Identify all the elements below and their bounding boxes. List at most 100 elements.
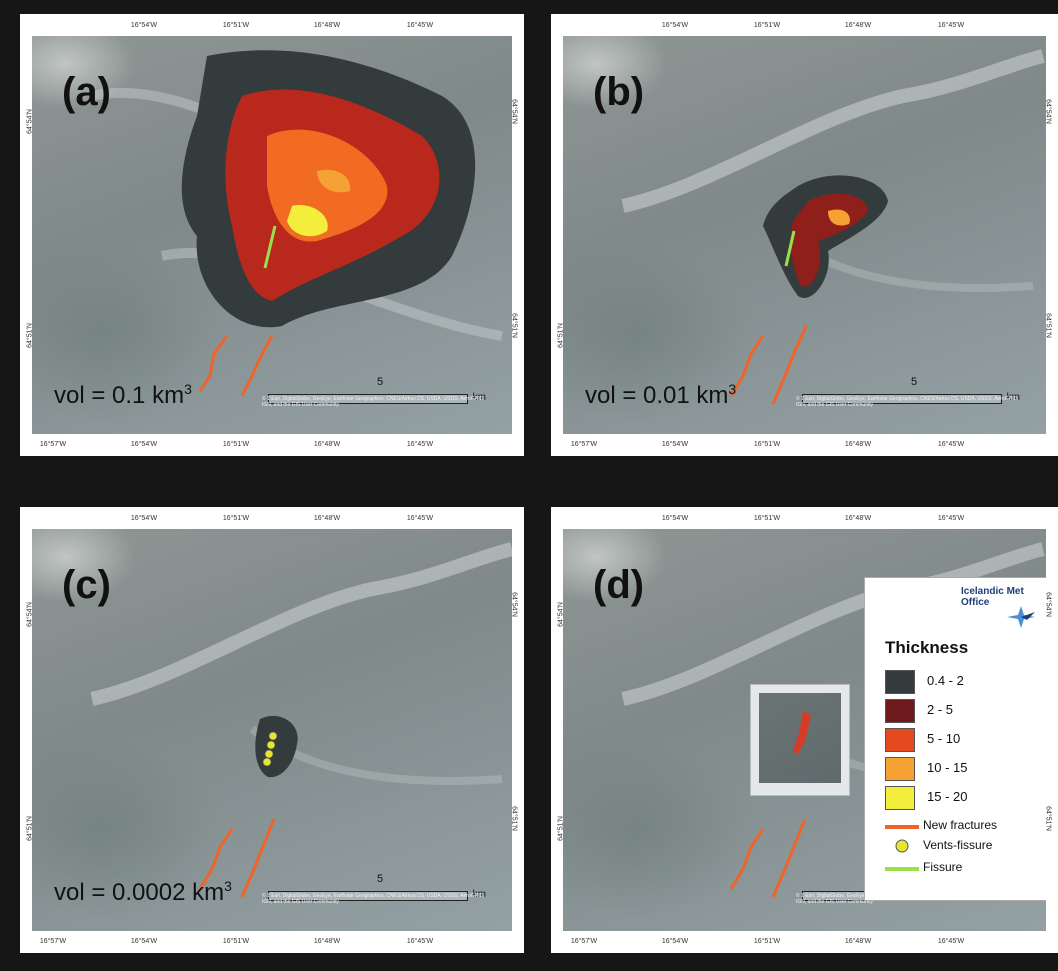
lat-tick: 64°51'N <box>1044 806 1052 831</box>
lon-tick: 16°48'W <box>313 938 341 945</box>
lon-tick: 16°54'W <box>130 441 158 448</box>
lat-tick: 64°54'N <box>26 602 34 627</box>
satellite-basemap: (b) vol = 0.01 km3 5 km © 1 Esri, Digita… <box>563 36 1046 434</box>
vent-marker <box>268 731 278 741</box>
satellite-basemap: (d) 5 km © 1 Esri, DigitalGlobe, GeoEye,… <box>563 529 1046 931</box>
fracture-line <box>240 818 276 898</box>
imo-logo-icon <box>1007 606 1035 628</box>
map-panel-b: (b) vol = 0.01 km3 5 km © 1 Esri, Digita… <box>551 14 1058 456</box>
lon-tick: 16°51'W <box>753 515 781 522</box>
volume-label: vol = 0.01 km3 <box>585 381 737 409</box>
lat-tick: 64°51'N <box>557 323 565 348</box>
lon-tick: 16°54'W <box>661 22 689 29</box>
lon-tick: 16°57'W <box>39 938 67 945</box>
legend-symbol-label: New fractures <box>923 818 998 832</box>
lat-tick: 64°51'N <box>557 816 565 841</box>
lon-tick: 16°54'W <box>661 441 689 448</box>
lon-tick: 16°48'W <box>844 441 872 448</box>
panel-label: (b) <box>593 70 645 114</box>
lon-tick: 16°45'W <box>937 441 965 448</box>
lat-tick: 64°51'N <box>26 816 34 841</box>
lon-tick: 16°51'W <box>753 938 781 945</box>
vent-marker <box>266 740 276 750</box>
volume-label: vol = 0.1 km3 <box>54 381 192 409</box>
scale-unit: km <box>472 392 486 403</box>
lat-tick: 64°54'N <box>1044 592 1052 617</box>
lon-tick: 16°54'W <box>130 515 158 522</box>
lon-tick: 16°57'W <box>39 441 67 448</box>
fissure-line <box>784 230 796 267</box>
organization-name: Icelandic Met Office <box>961 586 1024 608</box>
lon-tick: 16°48'W <box>313 441 341 448</box>
fracture-line-icon <box>885 825 919 829</box>
fracture-line <box>771 325 808 405</box>
legend-class-label: 5 - 10 <box>927 731 961 746</box>
lon-tick: 16°54'W <box>661 515 689 522</box>
lon-tick: 16°51'W <box>222 22 250 29</box>
lat-tick: 64°54'N <box>557 602 565 627</box>
volume-label: vol = 0.0002 km3 <box>54 878 232 906</box>
scale-unit: km <box>472 889 486 900</box>
inset-overview-map <box>750 684 850 796</box>
attribution: © 1 Esri, DigitalGlobe, GeoEye, Earthsta… <box>796 396 1019 408</box>
legend-swatch <box>885 786 915 810</box>
lat-tick: 64°54'N <box>510 99 518 124</box>
lon-tick: 16°57'W <box>570 441 598 448</box>
lava-flow-map-a <box>90 50 503 397</box>
legend-swatch <box>885 699 915 723</box>
lon-tick: 16°54'W <box>661 938 689 945</box>
fracture-line <box>771 818 807 898</box>
legend-heading: Thickness <box>885 638 969 657</box>
fracture-line <box>198 335 229 392</box>
lat-tick: 64°54'N <box>510 592 518 617</box>
lava-flow-map-c <box>90 542 512 898</box>
lat-tick: 64°51'N <box>510 313 518 338</box>
lon-tick: 16°45'W <box>937 515 965 522</box>
panel-label: (c) <box>62 563 111 607</box>
lava-flow-map-b <box>621 49 1045 405</box>
panel-label: (a) <box>62 70 111 114</box>
lon-tick: 16°54'W <box>130 938 158 945</box>
fracture-line <box>198 828 234 890</box>
scale-value: 5 <box>377 873 384 885</box>
lon-tick: 16°48'W <box>844 938 872 945</box>
lon-tick: 16°45'W <box>937 938 965 945</box>
legend-class-label: 10 - 15 <box>927 760 968 775</box>
map-panel-d: (d) 5 km © 1 Esri, DigitalGlobe, GeoEye,… <box>551 507 1058 953</box>
legend-class-label: 2 - 5 <box>927 702 954 717</box>
lon-tick: 16°45'W <box>406 441 434 448</box>
fracture-line <box>729 335 765 397</box>
lon-tick: 16°45'W <box>937 22 965 29</box>
legend-swatch <box>885 757 915 781</box>
fracture-line <box>729 828 765 890</box>
lat-tick: 64°54'N <box>1044 99 1052 124</box>
legend-symbol-label: Fissure <box>923 860 963 874</box>
lat-tick: 64°51'N <box>26 323 34 348</box>
map-panel-c: (c) vol = 0.0002 km3 5 km © 1 Esri, Digi… <box>20 507 524 953</box>
lon-tick: 16°48'W <box>313 515 341 522</box>
lat-tick: 64°51'N <box>510 806 518 831</box>
lon-tick: 16°48'W <box>313 22 341 29</box>
legend-symbol-label: Vents-fissure <box>923 838 993 852</box>
lon-tick: 16°45'W <box>406 22 434 29</box>
legend-class-label: 0.4 - 2 <box>927 673 964 688</box>
lat-tick: 64°54'N <box>26 109 34 134</box>
lon-tick: 16°48'W <box>844 22 872 29</box>
map-legend: Icelandic Met Office Thickness 0.4 - 2 2… <box>864 577 1046 901</box>
fissure-line <box>263 225 277 269</box>
lon-tick: 16°51'W <box>753 22 781 29</box>
lon-tick: 16°48'W <box>844 515 872 522</box>
lon-tick: 16°51'W <box>222 938 250 945</box>
scale-value: 5 <box>377 376 384 388</box>
lon-tick: 16°51'W <box>222 515 250 522</box>
attribution: © 1 Esri, DigitalGlobe, GeoEye, Earthsta… <box>262 893 485 905</box>
legend-swatch <box>885 728 915 752</box>
satellite-basemap: (c) vol = 0.0002 km3 5 km © 1 Esri, Digi… <box>32 529 512 931</box>
scale-value: 5 <box>911 376 918 388</box>
lon-tick: 16°51'W <box>753 441 781 448</box>
fracture-line <box>240 335 274 397</box>
attribution: © 1 Esri, DigitalGlobe, GeoEye, Earthsta… <box>262 396 485 408</box>
satellite-basemap: (a) vol = 0.1 km3 5 km © 1 Esri, Digital… <box>32 36 512 434</box>
panel-label: (d) <box>593 563 645 607</box>
lon-tick: 16°54'W <box>130 22 158 29</box>
